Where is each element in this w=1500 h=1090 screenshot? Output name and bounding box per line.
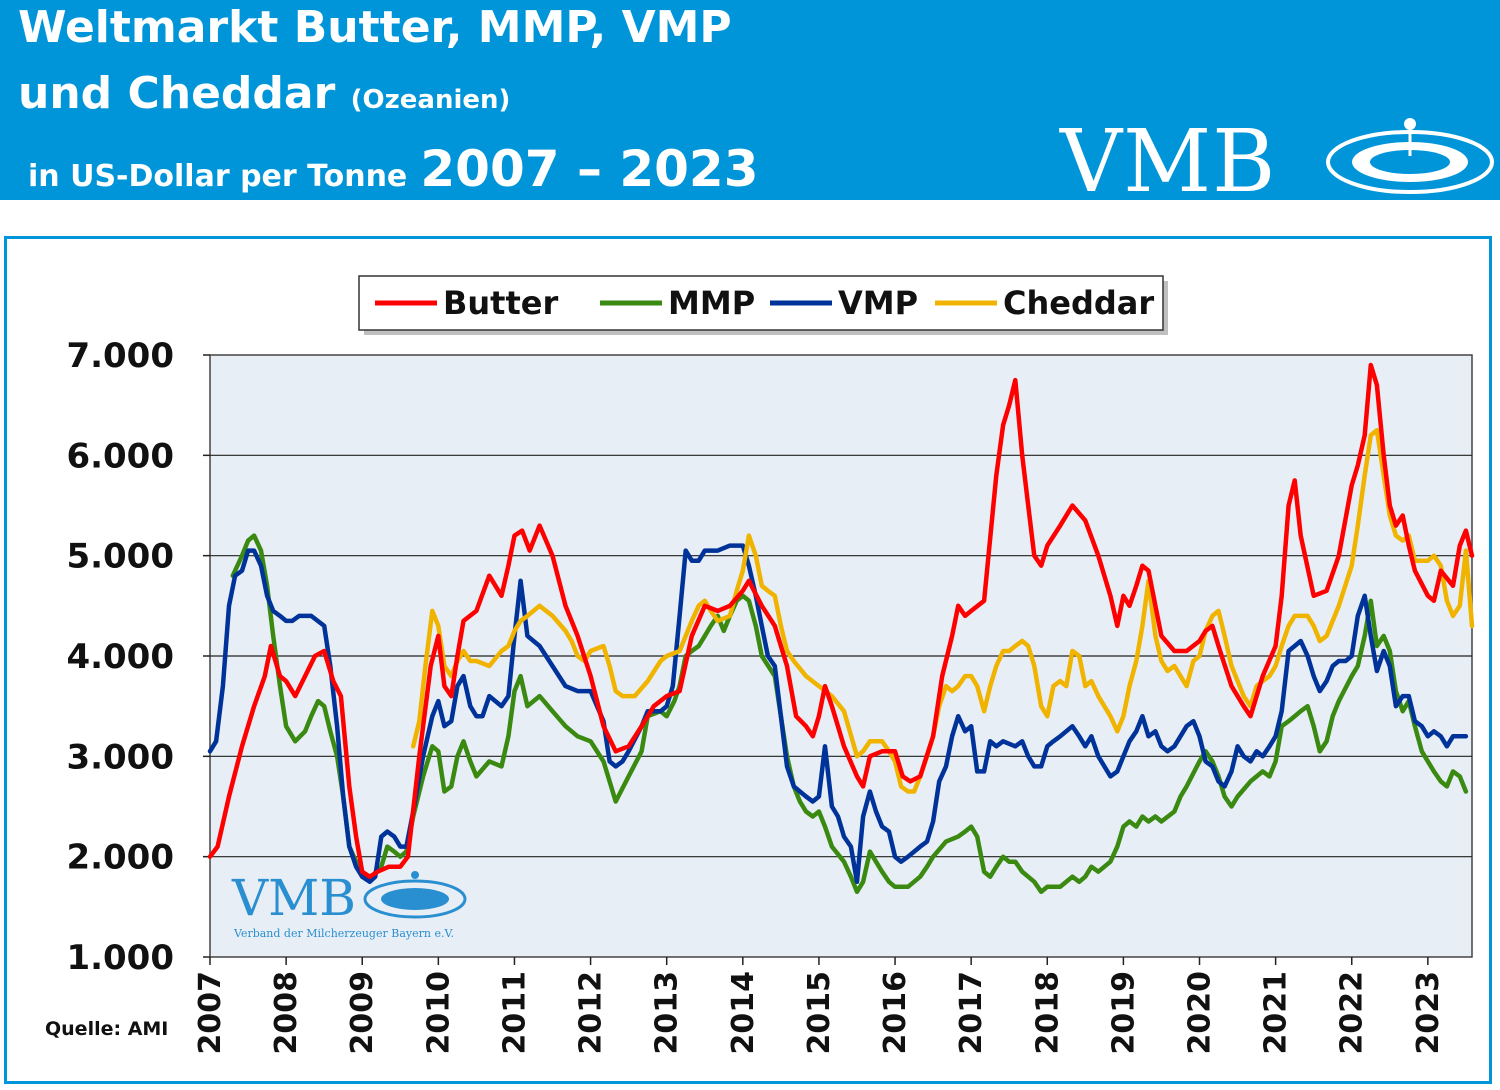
- watermark-subtitle: Verband der Milcherzeuger Bayern e.V.: [233, 927, 454, 940]
- x-tick-label: 2015: [802, 971, 837, 1055]
- y-tick-label: 5.000: [66, 537, 174, 577]
- legend: Butter MMP VMP Cheddar: [358, 275, 1168, 335]
- milk-drop-logo-icon: [1326, 118, 1494, 194]
- watermark-ring-icon: [381, 888, 449, 910]
- x-tick-label: 2023: [1411, 971, 1446, 1055]
- x-tick-label: 2022: [1335, 971, 1370, 1055]
- y-tick-label: 2.000: [66, 838, 174, 878]
- x-tick-label: 2021: [1259, 971, 1294, 1055]
- x-tick-label: 2018: [1030, 971, 1065, 1055]
- chart-frame: [4, 236, 1492, 1084]
- legend-label-cheddar: Cheddar: [1003, 284, 1154, 322]
- series-lines: [207, 362, 1475, 895]
- watermark-drop-icon: [363, 879, 467, 919]
- title-region: (Ozeanien): [350, 85, 511, 115]
- y-tick-label: 6.000: [66, 436, 174, 476]
- series-line-mmp: [230, 533, 1469, 895]
- brand-logo-text: VMB: [1060, 112, 1277, 212]
- unit-text: in US-Dollar per Tonne: [28, 159, 408, 194]
- source-note: Quelle: AMI: [45, 1018, 169, 1040]
- y-axis-ticks: 1.000 2.000 3.000 4.000 5.000 6.000 7.000: [66, 336, 210, 978]
- y-tick-label: 1.000: [66, 938, 174, 978]
- x-tick-label: 2008: [269, 971, 304, 1055]
- x-tick-label: 2007: [193, 971, 228, 1055]
- title-line-2: und Cheddar (Ozeanien): [18, 68, 510, 119]
- x-tick-label: 2010: [421, 971, 456, 1055]
- watermark-dot-icon: [411, 871, 419, 879]
- y-tick-label: 7.000: [66, 336, 174, 376]
- watermark-logo: VMB Verband der Milcherzeuger Bayern e.V…: [231, 869, 467, 940]
- x-tick-label: 2009: [345, 971, 380, 1055]
- y-tick-label: 3.000: [66, 737, 174, 777]
- y-tick-label: 4.000: [66, 637, 174, 677]
- legend-label-butter: Butter: [443, 284, 558, 322]
- legend-label-mmp: MMP: [668, 284, 755, 322]
- x-tick-label: 2011: [497, 971, 532, 1055]
- x-tick-label: 2020: [1183, 971, 1218, 1055]
- series-line-butter: [207, 362, 1475, 879]
- subtitle: in US-Dollar per Tonne 2007 – 2023: [28, 140, 759, 198]
- x-tick-label: 2013: [650, 971, 685, 1055]
- x-tick-label: 2012: [574, 971, 609, 1055]
- title-line-2-text: und Cheddar: [18, 68, 336, 119]
- series-line-cheddar: [410, 428, 1475, 794]
- year-range: 2007 – 2023: [420, 140, 759, 198]
- watermark-brand: VMB: [231, 869, 356, 927]
- x-tick-label: 2014: [726, 971, 761, 1055]
- title-line-1: Weltmarkt Butter, MMP, VMP: [18, 2, 732, 53]
- header-banner: Weltmarkt Butter, MMP, VMP und Cheddar (…: [0, 0, 1500, 212]
- x-axis-ticks: 2007 2008 2009 2010 2011 2012 2013 2014 2015 2016…: [193, 957, 1446, 1055]
- x-tick-label: 2019: [1106, 971, 1141, 1055]
- x-tick-label: 2016: [878, 971, 913, 1055]
- x-tick-label: 2017: [954, 971, 989, 1055]
- legend-label-vmp: VMP: [838, 284, 918, 322]
